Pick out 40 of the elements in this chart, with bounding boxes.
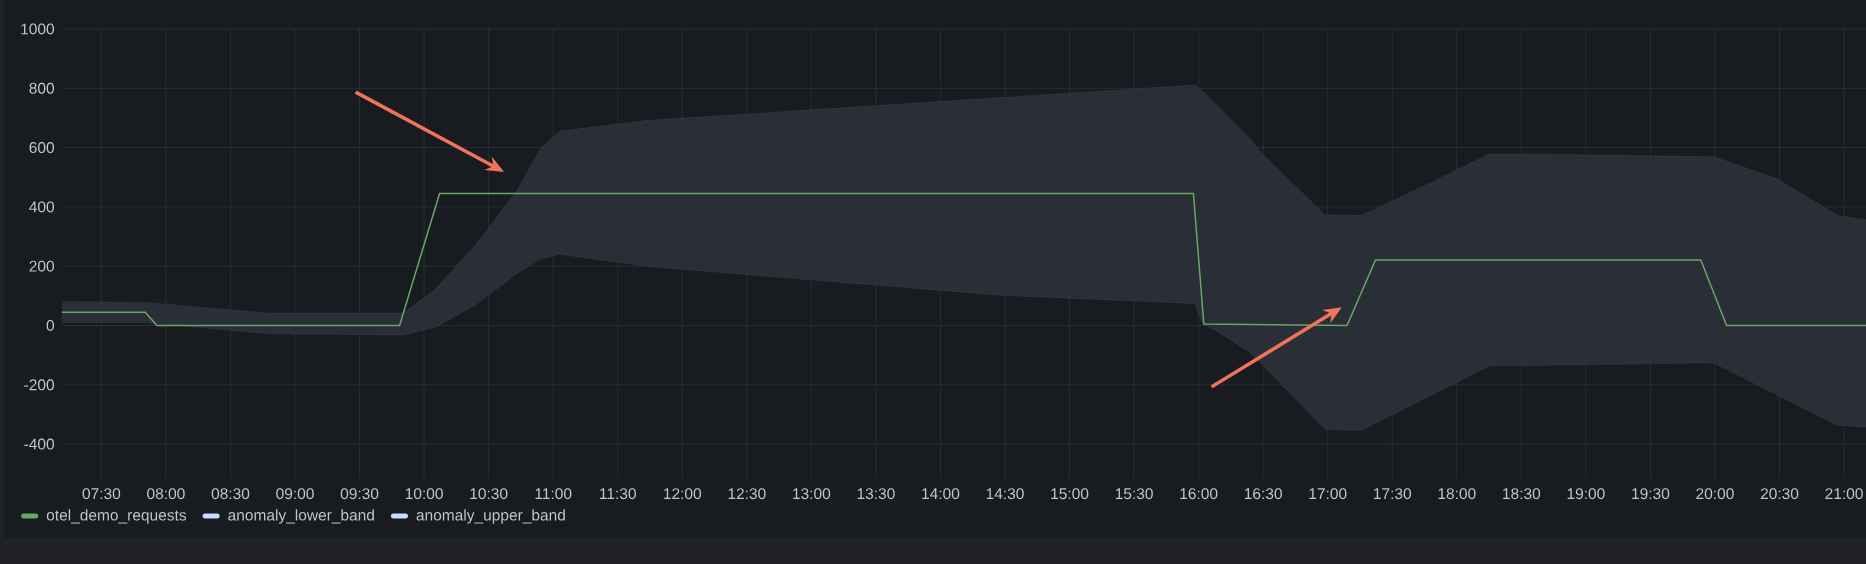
x-tick-label: 16:00 xyxy=(1180,488,1218,500)
x-tick-label: 18:30 xyxy=(1503,488,1541,500)
legend-label: anomaly_upper_band xyxy=(416,509,565,524)
x-tick-label: 16:30 xyxy=(1244,488,1282,500)
y-tick-label: 600 xyxy=(29,142,55,154)
x-tick-label: 11:00 xyxy=(535,488,572,500)
x-tick-label: 09:00 xyxy=(276,488,314,500)
x-tick-label: 14:30 xyxy=(986,488,1024,500)
x-tick-label: 13:00 xyxy=(793,488,831,500)
legend-label: otel_demo_requests xyxy=(46,509,187,524)
x-tick-label: 15:00 xyxy=(1051,488,1089,500)
x-tick-label: 12:00 xyxy=(664,488,702,500)
x-tick-label: 13:30 xyxy=(857,488,895,500)
x-tick-label: 15:30 xyxy=(1115,488,1153,500)
x-tick-label: 08:00 xyxy=(147,488,185,500)
x-tick-label: 17:00 xyxy=(1309,488,1347,500)
x-tick-label: 18:00 xyxy=(1438,488,1476,500)
x-tick-label: 21:00 xyxy=(1825,488,1863,500)
x-tick-label: 12:30 xyxy=(728,488,766,500)
y-tick-label: -200 xyxy=(24,379,55,391)
x-tick-label: 19:30 xyxy=(1632,488,1670,500)
x-tick-label: 19:00 xyxy=(1567,488,1605,500)
x-tick-label: 08:30 xyxy=(211,488,250,500)
x-tick-label: 11:30 xyxy=(600,488,636,500)
y-tick-label: 800 xyxy=(29,82,55,94)
y-tick-label: 200 xyxy=(29,260,55,272)
y-tick-label: 0 xyxy=(46,320,55,331)
x-tick-label: 07:30 xyxy=(82,488,121,500)
y-tick-label: 400 xyxy=(29,201,55,213)
x-tick-label: 10:00 xyxy=(405,488,443,500)
y-tick-label: -400 xyxy=(24,438,55,450)
x-tick-label: 14:00 xyxy=(922,488,960,500)
x-tick-label: 20:30 xyxy=(1760,488,1799,500)
x-tick-label: 09:30 xyxy=(340,488,379,500)
x-tick-label: 20:00 xyxy=(1696,488,1734,500)
line-series xyxy=(62,192,1866,327)
x-tick-label: 10:30 xyxy=(470,488,508,500)
legend-label: anomaly_lower_band xyxy=(228,509,374,524)
y-tick-label: 1000 xyxy=(21,23,55,35)
x-tick-label: 17:30 xyxy=(1374,488,1412,500)
